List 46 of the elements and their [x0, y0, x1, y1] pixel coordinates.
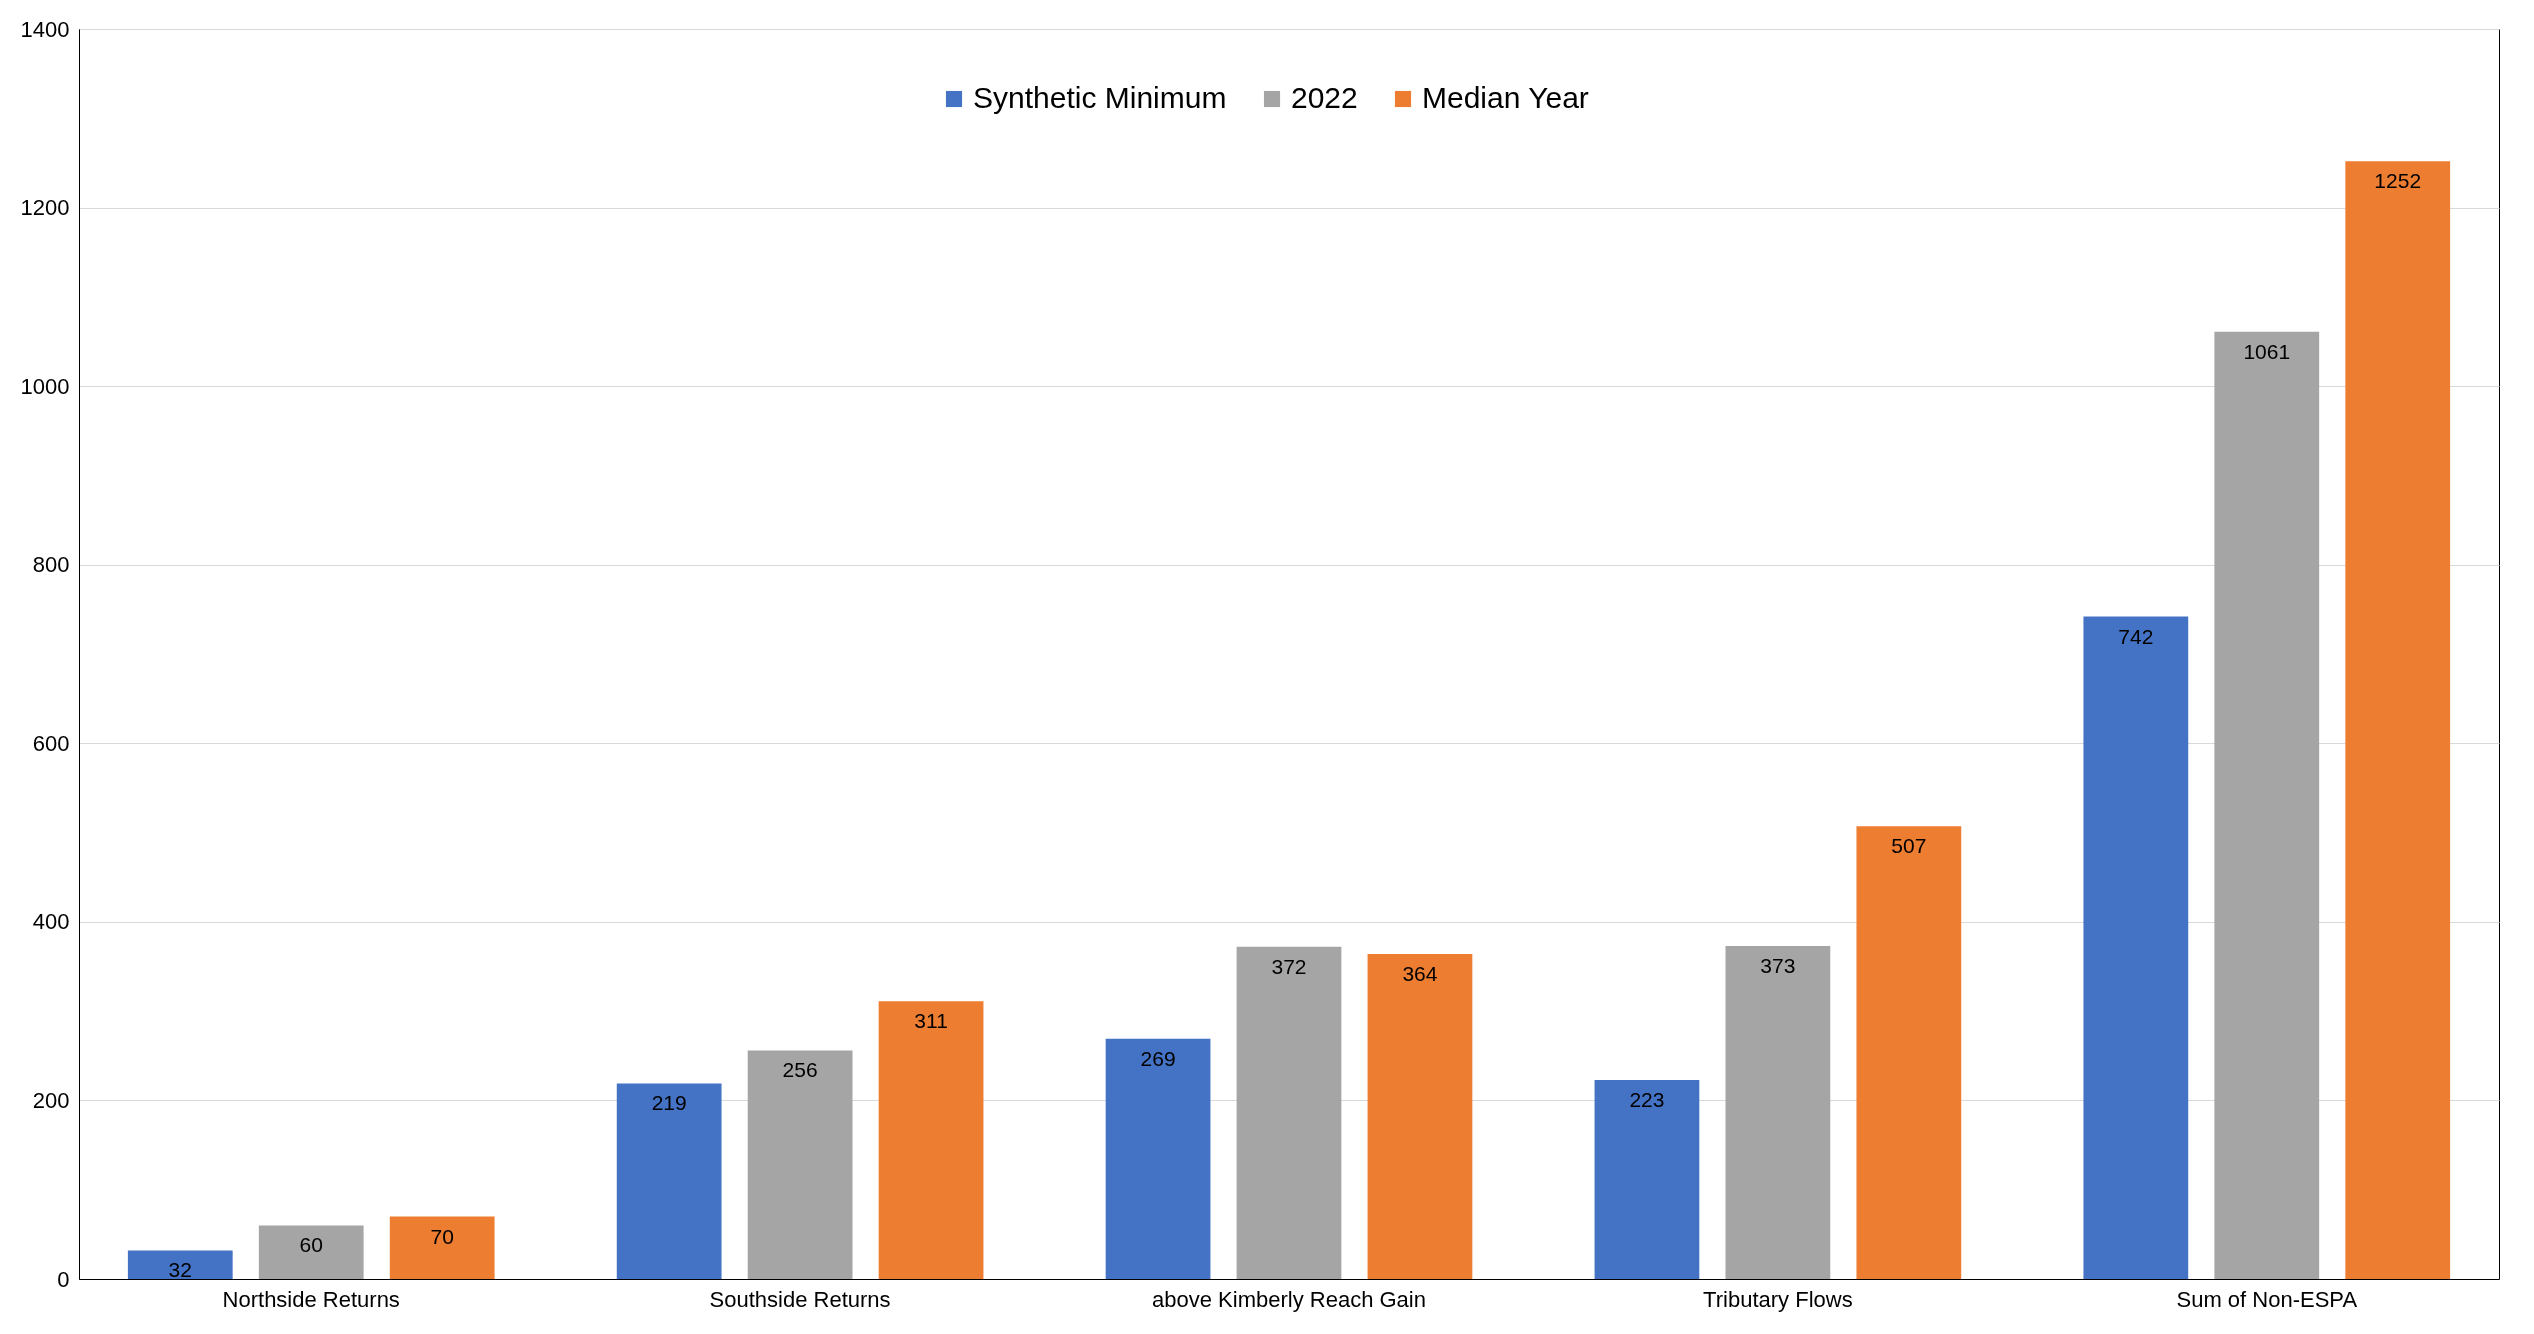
x-tick-label: Northside Returns: [222, 1286, 400, 1312]
bar: [1856, 826, 1962, 1279]
data-label: 373: [1760, 953, 1796, 977]
x-tick-label: above Kimberly Reach Gain: [1152, 1286, 1426, 1312]
data-label: 32: [168, 1258, 192, 1282]
bar: [127, 1250, 233, 1279]
x-tick-label: Tributary Flows: [1703, 1286, 1853, 1312]
y-tick-label: 400: [32, 909, 70, 935]
y-tick-label: 1400: [20, 16, 70, 42]
bar: [747, 1050, 853, 1279]
data-label: 256: [782, 1058, 818, 1082]
bar: [2345, 161, 2451, 1279]
data-label: 223: [1629, 1087, 1665, 1111]
bar: [2083, 616, 2189, 1279]
bar: [616, 1083, 722, 1279]
bar: [1105, 1038, 1211, 1279]
data-label: 70: [430, 1224, 454, 1248]
y-tick-label: 200: [32, 1087, 70, 1113]
legend-label: Synthetic Minimum: [973, 81, 1227, 114]
data-label: 1252: [2374, 169, 2422, 193]
data-label: 742: [2118, 624, 2154, 648]
data-label: 311: [914, 1009, 948, 1033]
bar: [1367, 954, 1473, 1279]
y-tick-label: 1200: [20, 195, 70, 221]
y-tick-label: 600: [32, 730, 70, 756]
bar: [258, 1225, 364, 1279]
legend-label: Median Year: [1422, 81, 1589, 114]
y-tick-label: 800: [32, 552, 70, 578]
legend-label: 2022: [1291, 81, 1358, 114]
data-label: 372: [1271, 954, 1307, 978]
bar: [389, 1216, 495, 1279]
data-label: 269: [1140, 1046, 1176, 1070]
x-tick-label: Southside Returns: [709, 1286, 891, 1312]
x-tick-label: Sum of Non-ESPA: [2176, 1286, 2358, 1312]
bar: [1236, 946, 1342, 1279]
bar: [1594, 1079, 1700, 1279]
data-label: 507: [1891, 834, 1927, 858]
data-label: 60: [299, 1233, 323, 1257]
bar: [878, 1001, 984, 1279]
y-tick-label: 0: [57, 1266, 70, 1292]
y-tick-label: 1000: [20, 373, 70, 399]
bar: [1725, 945, 1831, 1279]
data-label: 1061: [2243, 339, 2291, 363]
data-label: 364: [1402, 962, 1438, 985]
bar: [2214, 331, 2320, 1279]
data-label: 219: [651, 1091, 687, 1115]
